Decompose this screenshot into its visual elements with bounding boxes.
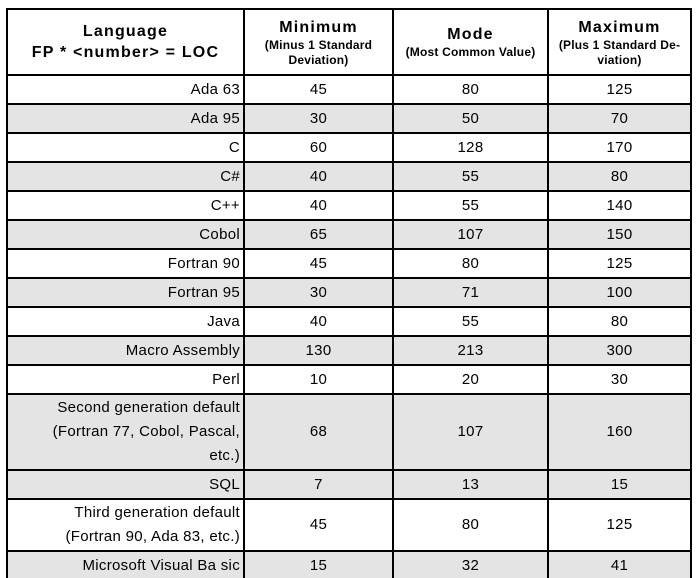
minimum-header-subtitle: (Minus 1 Standard Deviation) [264, 37, 373, 67]
minimum-cell: 40 [243, 161, 394, 192]
maximum-header-label: Maximum [578, 18, 661, 36]
language-cell: SQL [6, 469, 245, 500]
table-row-java: Java 40 55 80 [6, 306, 692, 337]
mode-cell: 50 [392, 103, 549, 134]
minimum-cell: 30 [243, 103, 394, 134]
language-cell: Fortran 90 [6, 248, 245, 279]
table-row-ada-63: Ada 63 45 80 125 [6, 74, 692, 105]
mode-cell: 55 [392, 306, 549, 337]
mode-column-header: Mode (Most Common Value) [392, 8, 549, 76]
table-row-c: C 60 128 170 [6, 132, 692, 163]
mode-cell: 80 [392, 498, 549, 552]
maximum-column-header: Maximum (Plus 1 Standard De- viation) [547, 8, 692, 76]
mode-header-subtitle: (Most Common Value) [405, 45, 536, 59]
language-cell: C++ [6, 190, 245, 221]
maximum-cell: 100 [547, 277, 692, 308]
language-column-header: Language FP * <number> = LOC [6, 8, 245, 76]
maximum-cell: 125 [547, 248, 692, 279]
table-row-sql: SQL 7 13 15 [6, 469, 692, 500]
minimum-cell: 45 [243, 248, 394, 279]
table-row-second-generation-default: Second generation default (Fortran 77, C… [6, 393, 692, 471]
maximum-cell: 80 [547, 306, 692, 337]
table-row-cobol: Cobol 65 107 150 [6, 219, 692, 250]
minimum-header-label: Minimum [279, 18, 358, 36]
mode-cell: 213 [392, 335, 549, 366]
mode-header-label: Mode [447, 26, 494, 43]
maximum-cell: 125 [547, 498, 692, 552]
maximum-cell: 170 [547, 132, 692, 163]
maximum-cell: 30 [547, 364, 692, 395]
mode-cell: 71 [392, 277, 549, 308]
table-row-fortran-95: Fortran 95 30 71 100 [6, 277, 692, 308]
table-row-third-generation-default: Third generation default (Fortran 90, Ad… [6, 498, 692, 552]
language-cell: Perl [6, 364, 245, 395]
minimum-cell: 7 [243, 469, 394, 500]
maximum-cell: 150 [547, 219, 692, 250]
header-row: Language FP * <number> = LOC Minimum (Mi… [6, 8, 692, 76]
language-cell: Java [6, 306, 245, 337]
language-cell: C [6, 132, 245, 163]
minimum-cell: 130 [243, 335, 394, 366]
maximum-cell: 80 [547, 161, 692, 192]
mode-cell: 107 [392, 393, 549, 471]
language-cell: Fortran 95 [6, 277, 245, 308]
mode-cell: 55 [392, 161, 549, 192]
maximum-header-subtitle: (Plus 1 Standard De- viation) [558, 37, 681, 67]
language-cell: Third generation default (Fortran 90, Ad… [6, 498, 245, 552]
minimum-cell: 45 [243, 74, 394, 105]
language-header-label: Language FP * <number> = LOC [31, 23, 220, 61]
minimum-cell: 68 [243, 393, 394, 471]
maximum-cell: 140 [547, 190, 692, 221]
minimum-column-header: Minimum (Minus 1 Standard Deviation) [243, 8, 394, 76]
mode-cell: 20 [392, 364, 549, 395]
table-row-csharp: C# 40 55 80 [6, 161, 692, 192]
language-cell: Ada 95 [6, 103, 245, 134]
maximum-cell: 125 [547, 74, 692, 105]
mode-cell: 128 [392, 132, 549, 163]
minimum-cell: 65 [243, 219, 394, 250]
mode-cell: 55 [392, 190, 549, 221]
fp-loc-conversion-table: Language FP * <number> = LOC Minimum (Mi… [6, 8, 692, 578]
minimum-cell: 45 [243, 498, 394, 552]
language-cell: Macro Assembly [6, 335, 245, 366]
mode-cell: 107 [392, 219, 549, 250]
maximum-cell: 41 [547, 550, 692, 578]
minimum-cell: 15 [243, 550, 394, 578]
mode-cell: 80 [392, 74, 549, 105]
maximum-cell: 15 [547, 469, 692, 500]
minimum-cell: 30 [243, 277, 394, 308]
table-row-perl: Perl 10 20 30 [6, 364, 692, 395]
table-row-cpp: C++ 40 55 140 [6, 190, 692, 221]
mode-cell: 32 [392, 550, 549, 578]
mode-cell: 80 [392, 248, 549, 279]
language-cell: Cobol [6, 219, 245, 250]
language-cell: C# [6, 161, 245, 192]
language-cell: Second generation default (Fortran 77, C… [6, 393, 245, 471]
minimum-cell: 40 [243, 306, 394, 337]
maximum-cell: 160 [547, 393, 692, 471]
language-cell: Ada 63 [6, 74, 245, 105]
table-row-ada-95: Ada 95 30 50 70 [6, 103, 692, 134]
mode-cell: 13 [392, 469, 549, 500]
table-row-fortran-90: Fortran 90 45 80 125 [6, 248, 692, 279]
language-cell: Microsoft Visual Ba sic [6, 550, 245, 578]
table-row-microsoft-visual-basic: Microsoft Visual Ba sic 15 32 41 [6, 550, 692, 578]
minimum-cell: 10 [243, 364, 394, 395]
table-row-macro-assembly: Macro Assembly 130 213 300 [6, 335, 692, 366]
maximum-cell: 300 [547, 335, 692, 366]
minimum-cell: 40 [243, 190, 394, 221]
minimum-cell: 60 [243, 132, 394, 163]
maximum-cell: 70 [547, 103, 692, 134]
